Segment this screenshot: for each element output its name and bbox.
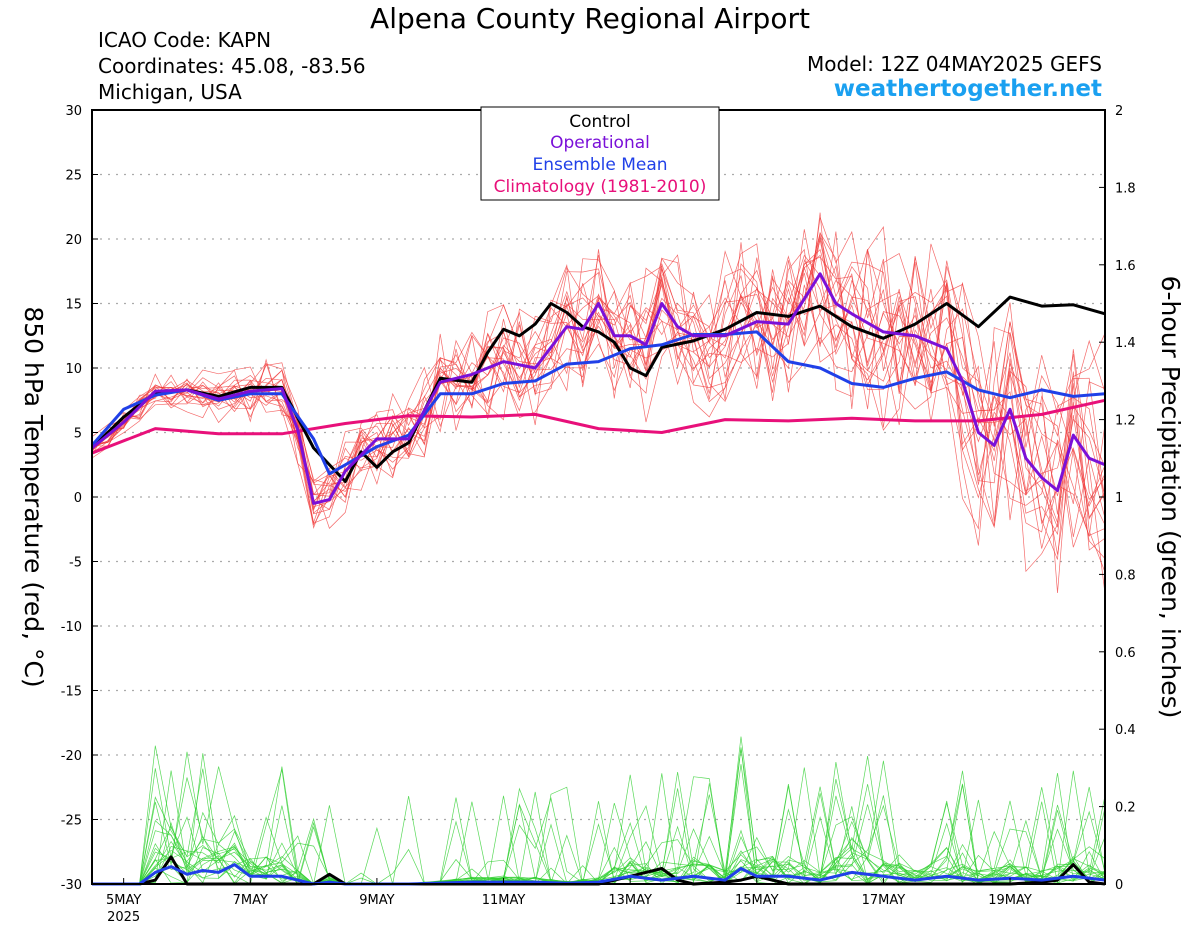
gridlines <box>92 173 1105 821</box>
y2-tick-label: 0 <box>1115 878 1123 893</box>
y2-axis-label: 6-hour Precipitation (green, inches) <box>1156 276 1185 719</box>
y-tick-label: -25 <box>61 814 82 829</box>
y-tick-label: 25 <box>65 169 82 184</box>
x-tick-sublabel: 2025 <box>107 910 140 925</box>
legend-climatology: Climatology (1981-2010) <box>494 177 707 197</box>
operational-line <box>91 272 1106 505</box>
x-tick-label: 15MAY <box>735 893 779 908</box>
left-axis-ticks: 30 25 20 15 10 5 0 -5 -10 -15 -20 -25 -30 <box>61 104 98 893</box>
control-line <box>90 295 1106 483</box>
ensemble-member-temp-line <box>91 254 1106 529</box>
x-tick-label: 5MAY <box>106 893 141 908</box>
y2-tick-label: 1 <box>1115 491 1123 506</box>
legend-ensemble-mean: Ensemble Mean <box>532 155 667 175</box>
y-tick-label: 30 <box>65 104 82 119</box>
plot-frame <box>91 109 1106 885</box>
y2-tick-label: 1.8 <box>1115 181 1136 196</box>
y-tick-label: 5 <box>74 427 82 442</box>
ensemble-member-temp-line <box>91 259 1106 497</box>
ensemble-member-temp-line <box>91 240 1106 555</box>
x-tick-label: 11MAY <box>482 893 526 908</box>
ensemble-member-temp-line <box>91 243 1106 594</box>
ensemble-member-temp-line <box>91 257 1106 528</box>
right-axis-ticks: 2 1.8 1.6 1.4 1.2 1 0.8 0.6 0.4 0.2 0 <box>1099 104 1136 893</box>
y2-tick-label: 2 <box>1115 104 1123 119</box>
x-tick-label: 17MAY <box>862 893 906 908</box>
y-tick-label: -5 <box>69 556 82 571</box>
y2-tick-label: 0.2 <box>1115 801 1136 816</box>
y-tick-label: 20 <box>65 233 82 248</box>
ensemble-member-temp-line <box>91 232 1106 530</box>
x-tick-label: 7MAY <box>233 893 268 908</box>
y-tick-label: 15 <box>65 298 82 313</box>
ensemble-member-temp-line <box>91 231 1106 549</box>
y-tick-label: 0 <box>74 491 82 506</box>
y2-tick-label: 0.8 <box>1115 568 1136 583</box>
y2-tick-label: 1.4 <box>1115 336 1136 351</box>
y2-tick-label: 1.2 <box>1115 414 1136 429</box>
y2-tick-label: 1.6 <box>1115 259 1136 274</box>
legend-operational: Operational <box>550 133 650 153</box>
y-tick-label: -10 <box>61 620 82 635</box>
y-tick-label: -30 <box>61 878 82 893</box>
ensemble-member-temp-line <box>91 235 1106 537</box>
ensemble-member-temp-line <box>91 226 1106 559</box>
ensemble-member-precip-line <box>92 760 1106 885</box>
y2-tick-label: 0.4 <box>1115 723 1136 738</box>
y-tick-label: -15 <box>61 685 82 700</box>
y-tick-label: -20 <box>61 749 82 764</box>
legend-box <box>480 106 720 201</box>
page-title: Alpena County Regional Airport <box>370 2 810 35</box>
ensemble-member-lines <box>91 212 1106 885</box>
legend-control: Control <box>569 112 630 132</box>
model-run: Model: 12Z 04MAY2025 GEFS <box>807 52 1102 76</box>
region: Michigan, USA <box>98 80 242 104</box>
x-tick-label: 19MAY <box>988 893 1032 908</box>
y-axis-label: 850 hPa Temperature (red, °C) <box>19 306 48 687</box>
legend: Control Operational Ensemble Mean Climat… <box>480 106 720 201</box>
x-axis-ticks: 5MAY 2025 7MAY 9MAY 11MAY 13MAY 15MAY 17MAY 19MA… <box>106 878 1032 925</box>
y-tick-label: 10 <box>65 362 82 377</box>
x-tick-label: 9MAY <box>359 893 394 908</box>
main-series-lines <box>90 272 1106 886</box>
y2-tick-label: 0.6 <box>1115 646 1136 661</box>
ensemble-member-precip-line <box>92 796 1106 885</box>
ensemble-mean-line <box>90 330 1106 476</box>
ensemble-mean-precip-line <box>92 863 1106 886</box>
website-link[interactable]: weathertogether.net <box>833 76 1102 102</box>
x-tick-label: 13MAY <box>608 893 652 908</box>
climatology-1981-2010-line <box>91 398 1106 455</box>
icao-code: ICAO Code: KAPN <box>98 28 272 52</box>
coordinates: Coordinates: 45.08, -83.56 <box>98 54 366 78</box>
